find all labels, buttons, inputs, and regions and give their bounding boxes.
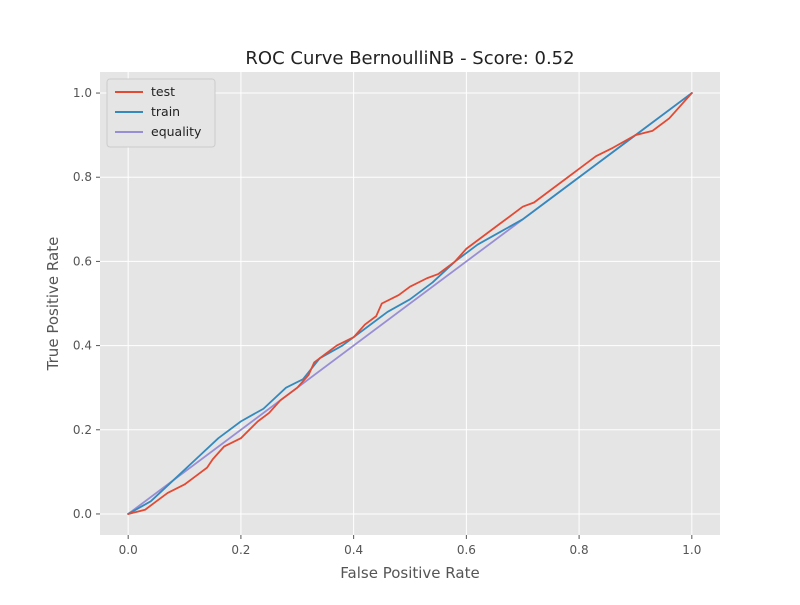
y-tick-label: 0.4 xyxy=(73,339,92,353)
y-tick-label: 1.0 xyxy=(73,86,92,100)
legend-label-equality: equality xyxy=(151,124,202,139)
legend-label-test: test xyxy=(151,84,175,99)
x-tick-label: 0.8 xyxy=(570,543,589,557)
y-tick-label: 0.8 xyxy=(73,170,92,184)
series-line-test xyxy=(127,92,693,515)
legend: test train equality xyxy=(106,78,216,148)
grid-lines xyxy=(100,72,720,535)
x-axis-label: False Positive Rate xyxy=(340,564,479,582)
tick-layer: 0.0 0.2 0.4 0.6 0.8 1.0 0.0 0.2 0.4 0.6 0.8 1.0 xyxy=(73,86,701,557)
series-line-train xyxy=(127,92,693,515)
y-axis-label: True Positive Rate xyxy=(44,237,62,372)
legend-box xyxy=(106,78,216,148)
x-tick-label: 1.0 xyxy=(682,543,701,557)
x-tick-label: 0.0 xyxy=(119,543,138,557)
x-tick-label: 0.4 xyxy=(344,543,363,557)
x-tick-label: 0.6 xyxy=(457,543,476,557)
legend-label-train: train xyxy=(151,104,180,119)
series-layer xyxy=(127,92,693,515)
y-tick-label: 0.6 xyxy=(73,254,92,268)
chart-title: ROC Curve BernoulliNB - Score: 0.52 xyxy=(245,48,574,69)
y-tick-label: 0.0 xyxy=(73,507,92,521)
y-tick-label: 0.2 xyxy=(73,423,92,437)
x-tick-label: 0.2 xyxy=(231,543,250,557)
